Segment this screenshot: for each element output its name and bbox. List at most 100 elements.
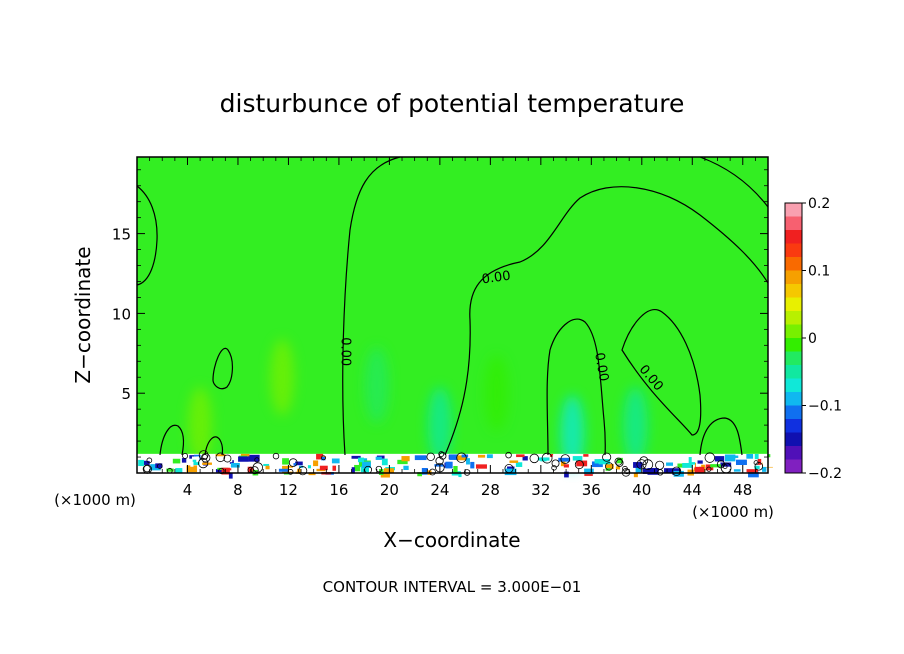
surface-cell (357, 457, 364, 463)
surface-cell (470, 461, 475, 469)
surface-cell (691, 462, 696, 465)
surface-cell (552, 455, 556, 461)
surface-contour (250, 466, 259, 475)
colorbar-swatch (785, 203, 802, 217)
surface-contour (272, 452, 280, 460)
colorbar-swatch (785, 324, 802, 339)
surface-contour (529, 453, 540, 464)
colorbar-tick-label: −0.1 (808, 399, 842, 415)
surface-cell (453, 465, 458, 473)
colorbar-swatch (785, 270, 802, 285)
surface-contour (605, 462, 614, 471)
contour-line (204, 436, 224, 456)
surface-cell (181, 458, 187, 463)
surface-cell (288, 467, 298, 472)
surface-cell (215, 469, 228, 473)
surface-cell (516, 454, 525, 458)
surface-cell (263, 463, 270, 467)
colorbar-swatch (785, 216, 802, 231)
y-axis-label: Z−coordinate (71, 246, 95, 383)
anomaly-patch (623, 387, 648, 464)
surface-contour (671, 466, 682, 476)
anomaly-patch (364, 347, 389, 424)
surface-cell (714, 456, 725, 462)
colorbar-swatch (785, 284, 802, 298)
plot-area: 0.000.00 0.00 0.00 4 8 12 16 20 24 28 32 36 40 44 48 … (112, 156, 775, 499)
surface-cell (319, 465, 328, 471)
x-tick-label: 44 (683, 481, 702, 499)
surface-cell (477, 454, 486, 458)
surface-layer (137, 450, 775, 479)
surface-cell (190, 461, 194, 467)
surface-cell (434, 464, 444, 467)
surface-cell (172, 458, 181, 464)
surface-cell (332, 465, 337, 471)
surface-cell (550, 457, 561, 464)
surface-cell (403, 465, 409, 470)
surface-cell (155, 463, 163, 469)
plot-background (137, 157, 768, 473)
colorbar-swatch (785, 311, 802, 325)
x-tick-label: 28 (481, 481, 500, 499)
surface-cell (458, 472, 462, 478)
surface-cell (543, 471, 547, 477)
zero-contours (136, 156, 769, 456)
surface-contour (560, 454, 571, 464)
surface-cell (583, 454, 589, 457)
anomaly-patch (427, 387, 452, 464)
colorbar-swatch (785, 419, 802, 433)
x-tick-label: 40 (632, 481, 651, 499)
surface-cell (748, 471, 759, 478)
surface-cell (682, 463, 693, 468)
surface-cell (694, 466, 705, 474)
surface-cell (381, 458, 388, 466)
surface-cell (228, 472, 233, 479)
surface-cell (316, 453, 324, 460)
surface-cell (361, 461, 371, 468)
surface-cell (466, 458, 470, 465)
surface-cell (421, 467, 428, 475)
surface-cell (378, 468, 384, 475)
surface-contour (143, 465, 151, 473)
surface-cell (605, 468, 611, 471)
x-axis-label: X−coordinate (383, 528, 520, 552)
surface-cell (248, 454, 260, 462)
surface-cell (664, 468, 674, 474)
surface-cell (584, 472, 593, 476)
contour-line (342, 156, 401, 456)
surface-cell (196, 456, 200, 463)
surface-cell (186, 465, 198, 473)
surface-cell (754, 465, 760, 469)
surface-contour (505, 451, 512, 459)
surface-cell (215, 454, 226, 457)
surface-cell (688, 457, 692, 464)
surface-contour (198, 450, 209, 460)
surface-cell (166, 468, 174, 472)
y-tick-label: 10 (112, 305, 131, 323)
surface-cell (199, 468, 211, 473)
surface-cell (313, 460, 319, 467)
surface-cell (202, 454, 208, 461)
surface-cell (397, 459, 408, 465)
surface-cell (651, 464, 657, 471)
surface-cell (724, 454, 736, 462)
colorbar-swatch (785, 459, 802, 474)
surface-cell (445, 461, 453, 469)
x-tick-label: 12 (279, 481, 298, 499)
colorbar-swatch (785, 230, 802, 244)
surface-contour (551, 459, 560, 468)
surface-contour (704, 452, 715, 463)
surface-cell (757, 458, 762, 465)
surface-contour (541, 452, 553, 464)
surface-contour (182, 452, 189, 459)
surface-cell (635, 467, 642, 473)
surface-cell (282, 458, 289, 465)
surface-cell (563, 464, 569, 468)
surface-cell (278, 468, 289, 472)
surface-cell (633, 462, 643, 468)
surface-contour (706, 466, 712, 472)
surface-cell (594, 459, 607, 464)
surface-cell (146, 456, 153, 461)
colorbar-tick-label: −0.2 (808, 466, 842, 482)
surface-cell (696, 461, 704, 468)
